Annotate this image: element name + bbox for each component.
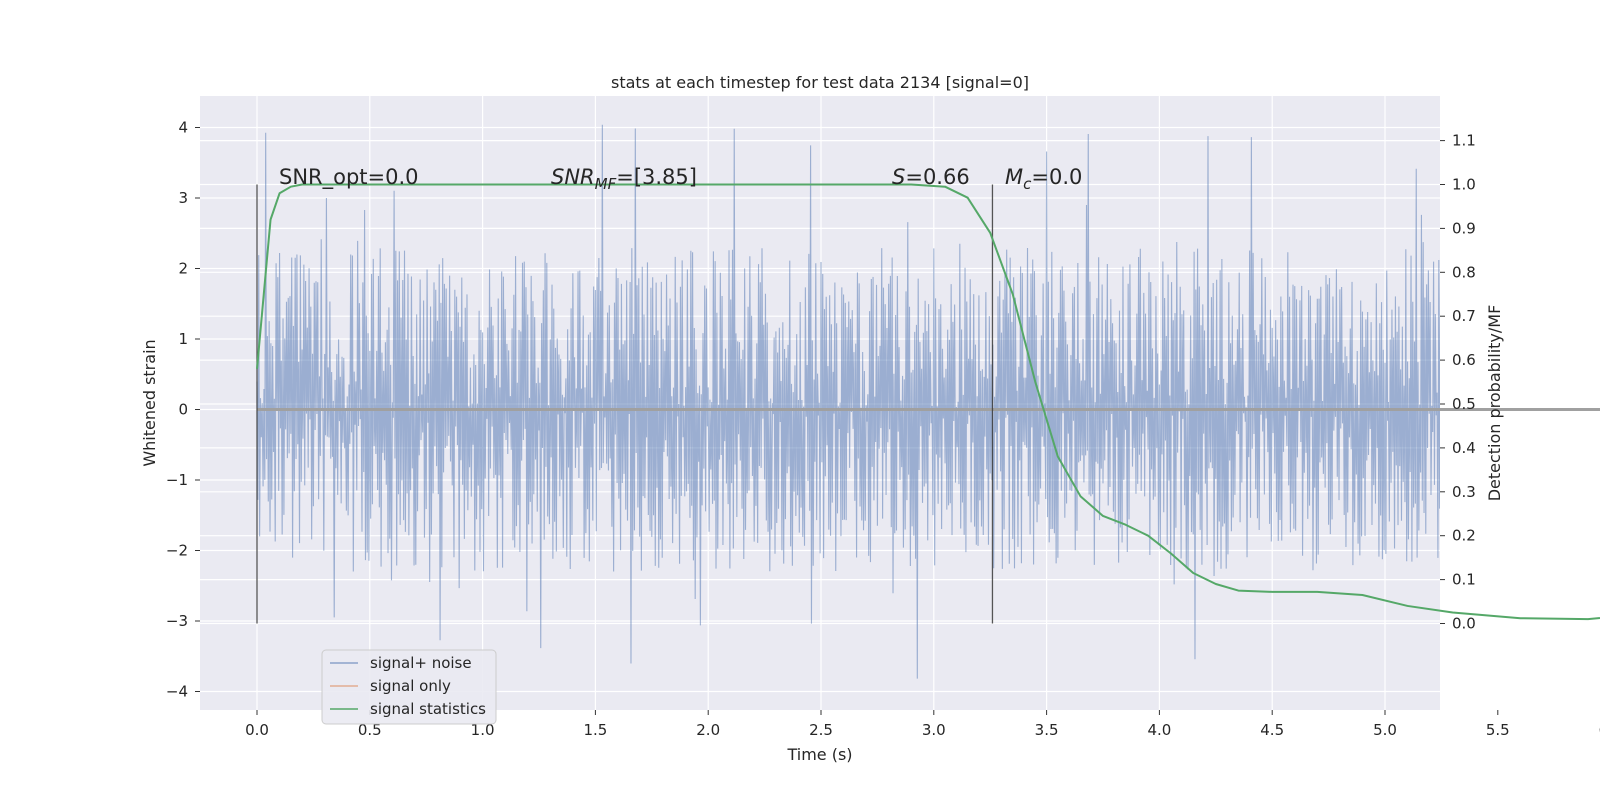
x-tick-label: 0.0	[245, 721, 269, 739]
signal-statistics-line	[256, 183, 1600, 621]
y-right-tick-label: 0.9	[1452, 219, 1476, 237]
marker-lines	[256, 184, 994, 624]
annotation-mc: Mc=0.0	[1005, 165, 1082, 193]
y-right-tick-label: 0.0	[1452, 615, 1476, 633]
annotation-snr-mf-subscript: MF	[595, 175, 617, 193]
annotation-snr-mf-value: =[3.85]	[616, 165, 697, 189]
annotation-s-symbol: S	[892, 165, 905, 189]
y-right-tick-label: 0.5	[1452, 395, 1476, 413]
x-tick-label: 6.0	[1599, 721, 1600, 739]
x-tick-label: 3.0	[922, 721, 946, 739]
y-right-tick-label: 0.2	[1452, 527, 1476, 545]
annotation-snr-opt: SNR_opt=0.0	[279, 165, 419, 190]
x-tick-label: 5.0	[1373, 721, 1397, 739]
y-left-tick-label: −4	[166, 683, 188, 701]
chart-title: stats at each timestep for test data 213…	[611, 73, 1029, 92]
annotation-mc-symbol: M	[1005, 165, 1023, 189]
x-tick-label: 0.5	[358, 721, 382, 739]
annotation-mc-subscript: c	[1023, 175, 1032, 193]
legend-label-signal-statistics: signal statistics	[370, 700, 486, 718]
annotation-snr-mf-symbol: SNR	[551, 165, 595, 189]
y-left-tick-label: 2	[178, 260, 188, 278]
signal-noise-series	[256, 124, 1440, 679]
annotation-s-value: =0.66	[905, 165, 969, 189]
y-left-tick-label: −1	[166, 471, 188, 489]
annotation-mc-value: =0.0	[1031, 165, 1082, 189]
annotations: SNR_opt=0.0 SNRMF=[3.85] S=0.66 Mc=0.0	[279, 165, 1082, 193]
y-left-tick-label: 4	[178, 119, 188, 137]
x-tick-label: 5.5	[1486, 721, 1510, 739]
signal-noise-line	[256, 124, 1440, 679]
y-right-tick-label: 0.3	[1452, 483, 1476, 501]
annotation-snr-mf: SNRMF=[3.85]	[551, 165, 697, 193]
y-left-tick-label: 3	[178, 189, 188, 207]
legend-label-signal-only: signal only	[370, 677, 451, 695]
y-right-tick-label: 1.1	[1452, 132, 1476, 150]
y-right-tick-label: 0.4	[1452, 439, 1476, 457]
x-tick-label: 2.0	[696, 721, 720, 739]
y-axis-label-left: Whitened strain	[140, 339, 159, 466]
y-right-tick-label: 0.1	[1452, 571, 1476, 589]
x-axis-label: Time (s)	[786, 745, 852, 764]
y-right-tick-label: 1.0	[1452, 176, 1476, 194]
x-tick-label: 3.5	[1035, 721, 1059, 739]
y-left-tick-label: 0	[178, 401, 188, 419]
x-tick-label: 1.0	[471, 721, 495, 739]
annotation-s: S=0.66	[892, 165, 970, 189]
x-tick-label: 1.5	[583, 721, 607, 739]
y-right-tick-label: 0.6	[1452, 351, 1476, 369]
y-right-tick-label: 0.8	[1452, 263, 1476, 281]
y-left-tick-label: −3	[166, 612, 188, 630]
y-left-tick-label: −2	[166, 542, 188, 560]
y-right-tick-label: 0.7	[1452, 307, 1476, 325]
y-left-tick-label: 1	[178, 330, 188, 348]
legend-box	[321, 649, 497, 725]
x-tick-label: 4.0	[1147, 721, 1171, 739]
legend-label-signal-noise: signal+ noise	[370, 654, 472, 672]
signal-statistics-series	[256, 183, 1600, 621]
legend: signal+ noise signal only signal statist…	[321, 649, 497, 725]
x-tick-label: 4.5	[1260, 721, 1284, 739]
x-tick-label: 2.5	[809, 721, 833, 739]
tick-labels: 0.00.51.01.52.02.53.03.54.04.55.05.56.06…	[166, 119, 1600, 740]
y-axis-label-right: Detection probability/MF	[1485, 305, 1504, 502]
